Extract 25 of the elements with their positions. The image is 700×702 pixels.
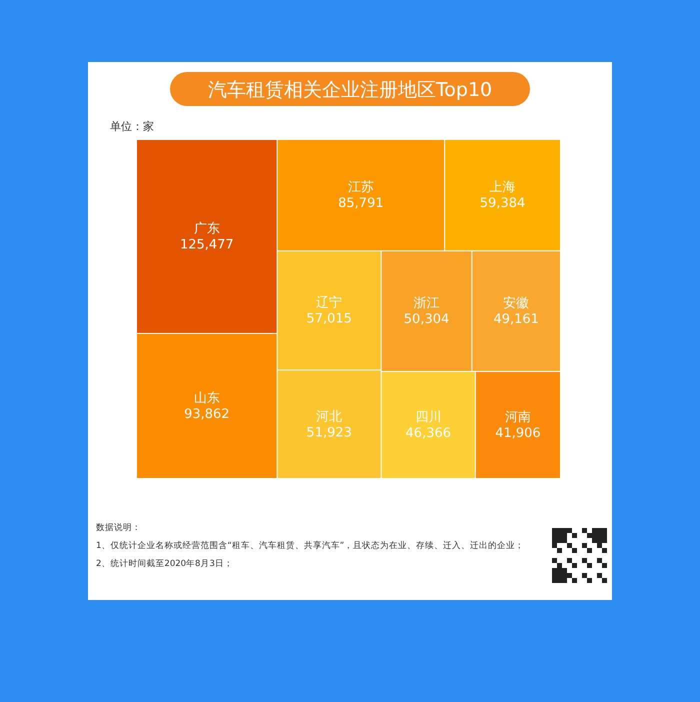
data-label: 59,384	[480, 196, 526, 212]
category-label: 上海	[490, 180, 516, 196]
category-label: 山东	[194, 390, 220, 406]
text: 2、统计时间截至2020年8月3日；	[96, 558, 233, 569]
category-label: 辽宁	[316, 294, 342, 310]
data-label: 50,304	[404, 312, 450, 328]
data-label: 49,161	[493, 312, 539, 328]
category-label: 河北	[316, 409, 342, 424]
data-label: 93,862	[184, 406, 230, 422]
data-label: 57,015	[306, 311, 352, 326]
data-label: 51,923	[306, 425, 352, 440]
text: 单位：家	[110, 120, 154, 133]
data-label: 85,791	[338, 196, 384, 212]
text: 数据说明：	[96, 522, 141, 533]
category-label: 广东	[194, 221, 220, 236]
data-label: 41,906	[495, 426, 541, 441]
data-label: 125,477	[180, 237, 234, 252]
text: 汽车租赁相关企业注册地区Top10	[208, 79, 492, 101]
category-label: 江苏	[348, 180, 374, 196]
category-label: 浙江	[414, 296, 440, 312]
category-label: 河南	[504, 410, 531, 425]
data-label: 46,366	[406, 426, 452, 441]
category-label: 四川	[415, 410, 442, 425]
category-label: 安徽	[503, 295, 530, 312]
text: 1、仅统计企业名称或经营范围含“租车、汽车租赁、共享汽车”，且状态为在业、存续、迁入、迁出的企业；	[96, 540, 524, 551]
